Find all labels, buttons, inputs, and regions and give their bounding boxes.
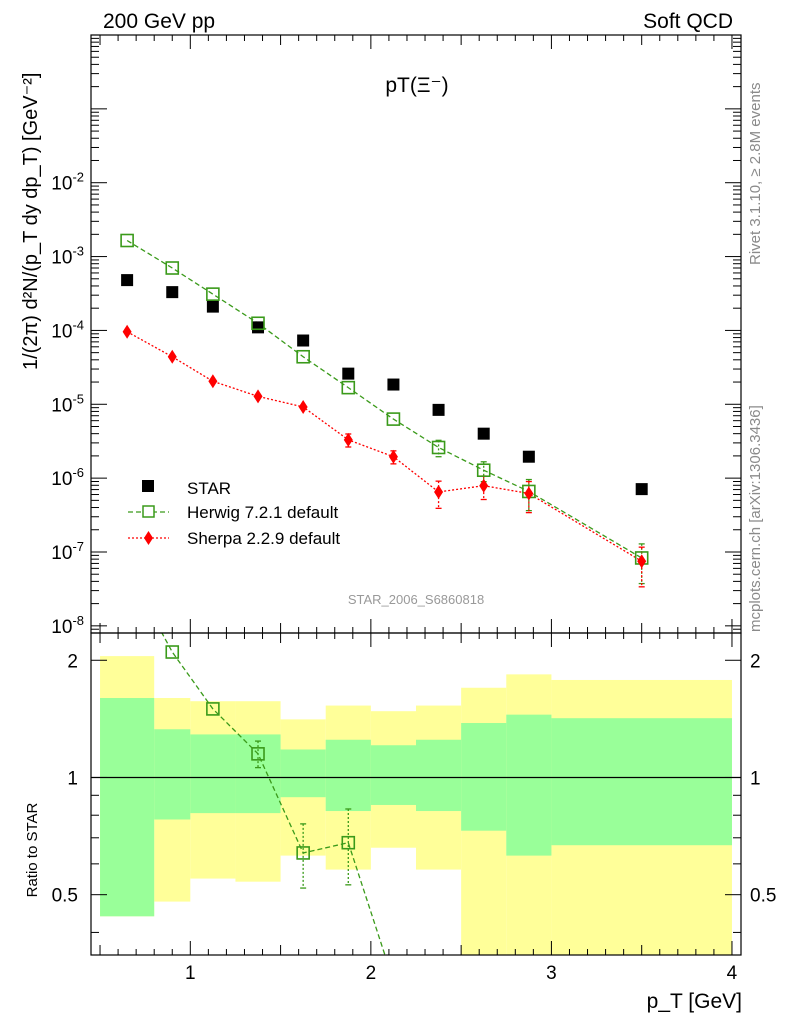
ratio-series <box>161 633 386 955</box>
star-point-3 <box>252 321 265 334</box>
herwig-point-5 <box>341 380 356 395</box>
side-label-rivet: Rivet 3.1.10, ≥ 2.8M events <box>747 83 764 266</box>
y-tick-label-main: 10-4 <box>51 317 84 342</box>
herwig-point-2 <box>206 287 220 301</box>
ratio-herwig-point-2 <box>206 702 220 716</box>
ratio-bands <box>100 656 732 955</box>
ratio-herwig-point-3 <box>251 747 265 761</box>
star-point-9 <box>522 450 535 463</box>
ratio-frame <box>90 632 742 956</box>
sherpa-point-6 <box>388 449 398 464</box>
star-point-7 <box>432 403 445 416</box>
header-left: 200 GeV pp <box>103 10 215 33</box>
legend-marker-star <box>142 480 154 492</box>
herwig-line <box>126 239 643 559</box>
ratio-band-inner-1 <box>154 729 191 820</box>
axis-tick-labels: 1 2 3 4 10-8 10-7 10-6 10-5 10-4 10-3 10-2 0.5 0.5 1 1… <box>51 170 776 984</box>
main-title: pT(Ξ⁻) <box>385 74 448 97</box>
x-tick-label-4: 4 <box>727 963 738 984</box>
ratio-herwig-point-4 <box>296 846 310 860</box>
y-tick-label-main: 10-2 <box>51 170 84 195</box>
header-right: Soft QCD <box>643 10 733 33</box>
ratio-band-inner-10 <box>551 718 732 846</box>
sherpa-point-1 <box>167 349 177 364</box>
legend-label-star: STAR <box>187 479 231 498</box>
star-point-6 <box>387 378 400 391</box>
sherpa-point-2 <box>208 374 218 389</box>
x-tick-label-2: 2 <box>366 963 377 984</box>
legend-label-sherpa: Sherpa 2.2.9 default <box>187 529 340 548</box>
sherpa-point-9 <box>524 486 534 501</box>
herwig-point-8 <box>476 463 491 478</box>
y-tick-label-ratio-right: 1 <box>750 768 761 789</box>
sherpa-point-7 <box>434 484 444 499</box>
y-tick-label-ratio-left: 0.5 <box>52 886 78 907</box>
ratio-band-inner-2 <box>190 734 236 814</box>
legend-marker-sherpa <box>144 531 153 545</box>
herwig-point-1 <box>165 261 180 275</box>
sherpa-point-3 <box>253 389 263 404</box>
y-tick-label-ratio-right: 2 <box>750 651 761 672</box>
ratio-band-inner-4 <box>280 749 326 798</box>
ratio-band-inner-0 <box>100 698 155 917</box>
legend-marker-herwig <box>142 505 155 518</box>
y-tick-label-main: 10-6 <box>51 465 84 490</box>
ratio-band-inner-7 <box>416 739 462 812</box>
sherpa-point-8 <box>479 478 489 493</box>
ratio-band-inner-5 <box>325 739 371 812</box>
side-label-mcplots: mcplots.cern.ch [arXiv:1306.3436] <box>747 405 764 632</box>
herwig-point-7 <box>431 440 446 455</box>
axis-ticks <box>91 34 741 955</box>
y-tick-label-main: 10-7 <box>51 539 84 564</box>
sherpa-point-4 <box>298 399 308 414</box>
star-point-0 <box>121 274 134 287</box>
legend-label-herwig: Herwig 7.2.1 default <box>187 503 338 522</box>
x-tick-label-1: 1 <box>185 963 196 984</box>
star-point-10 <box>635 483 648 496</box>
y-axis-title-main: 1/(2π) d²N/(p_T dy dp_T) [GeV⁻²] <box>20 73 42 370</box>
star-point-1 <box>166 286 179 299</box>
herwig-point-6 <box>386 412 401 426</box>
sherpa-point-10 <box>637 554 647 569</box>
y-tick-label-main: 10-8 <box>51 613 84 638</box>
sherpa-point-5 <box>343 432 353 447</box>
y-tick-label-main: 10-5 <box>51 391 84 416</box>
star-point-8 <box>477 427 490 440</box>
ratio-band-inner-6 <box>370 745 416 805</box>
star-point-5 <box>342 367 355 380</box>
herwig-point-3 <box>251 316 265 331</box>
star-point-4 <box>297 334 310 347</box>
y-axis-title-ratio: Ratio to STAR <box>24 802 41 897</box>
ratio-band-inner-8 <box>461 723 507 831</box>
herwig-point-0 <box>120 233 134 248</box>
sherpa-point-0 <box>122 324 132 339</box>
sherpa-line <box>126 331 643 562</box>
y-tick-label-main: 10-3 <box>51 244 84 269</box>
herwig-point-4 <box>296 349 310 364</box>
ratio-herwig-point-5 <box>341 835 356 850</box>
ratio-band-inner-9 <box>506 714 552 856</box>
main-series <box>120 233 649 588</box>
star-point-2 <box>206 300 219 313</box>
legend: STAR Herwig 7.2.1 default Sherpa 2.2.9 d… <box>128 479 340 548</box>
analysis-label: STAR_2006_S6860818 <box>348 592 484 607</box>
x-tick-label-3: 3 <box>546 963 557 984</box>
ratio-herwig-point-1 <box>165 645 180 659</box>
x-axis-title: p_T [GeV] <box>647 990 742 1013</box>
y-tick-label-ratio-left: 2 <box>67 651 78 672</box>
y-tick-label-ratio-left: 1 <box>67 768 78 789</box>
y-tick-label-ratio-right: 0.5 <box>750 886 776 907</box>
